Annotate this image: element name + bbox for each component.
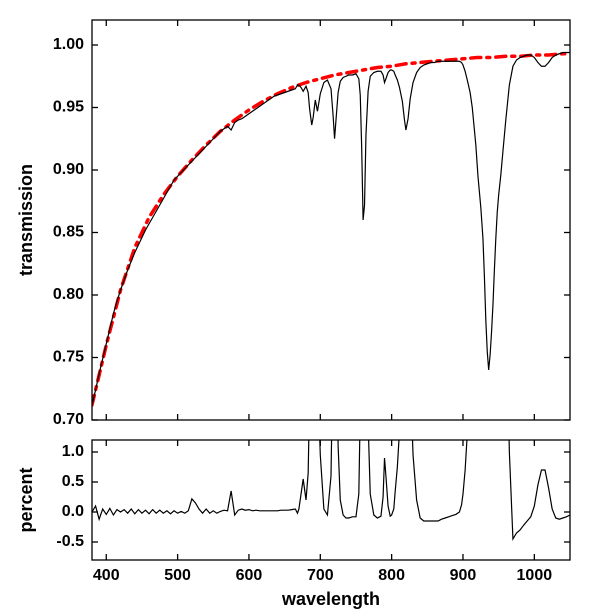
figure: 0.70 0.75 0.80 0.85 0.90 0.95 1.00 transmission… <box>0 0 597 616</box>
xtick-label: 1000 <box>517 567 553 584</box>
transmission-line <box>92 53 570 406</box>
xtick-label: 700 <box>307 567 334 584</box>
xtick-label: 500 <box>164 567 191 584</box>
ylabel-top: transmission <box>16 164 36 276</box>
ytick-label: 0.75 <box>53 349 84 366</box>
ytick-label: -0.5 <box>56 533 84 550</box>
ytick-label: 0.85 <box>53 224 84 241</box>
ytick-label: 0.5 <box>62 473 84 490</box>
ytick-label: 0.70 <box>53 411 84 428</box>
xtick-label: 400 <box>93 567 120 584</box>
ytick-label: 1.00 <box>53 36 84 53</box>
ytick-label: 1.0 <box>62 443 84 460</box>
xtick-label: 600 <box>236 567 263 584</box>
ytick-label: 0.90 <box>53 161 84 178</box>
ylabel-bottom: percent <box>16 467 36 532</box>
xlabel: wavelength <box>281 589 380 609</box>
ytick-label: 0.0 <box>62 503 84 520</box>
ytick-label: 0.95 <box>53 99 84 116</box>
xtick-label: 800 <box>378 567 405 584</box>
xtick-label: 900 <box>450 567 477 584</box>
chart-svg: 0.70 0.75 0.80 0.85 0.90 0.95 1.00 transmission… <box>0 0 597 616</box>
fit-line <box>92 54 570 405</box>
ytick-label: 0.80 <box>53 286 84 303</box>
